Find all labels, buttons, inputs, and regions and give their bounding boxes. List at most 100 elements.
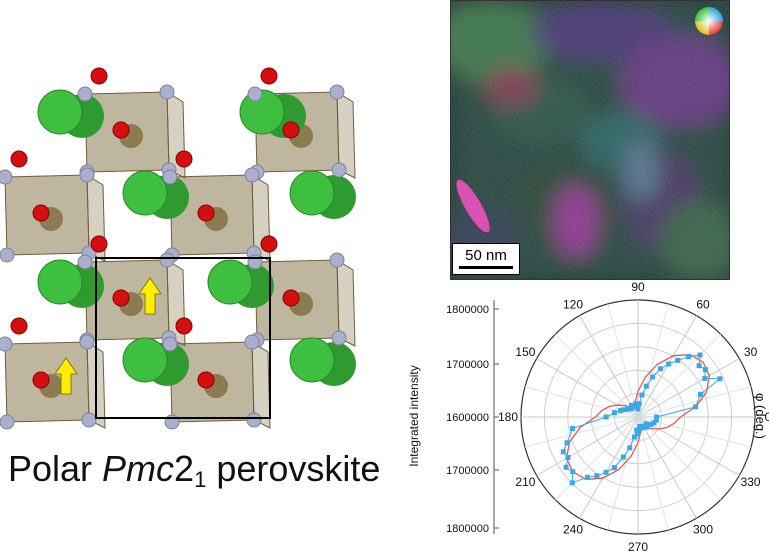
angular-tick-label: 150	[515, 345, 535, 359]
a-cation	[207, 259, 253, 305]
data-point	[635, 431, 641, 437]
scale-bar-label: 50 nm	[465, 247, 507, 264]
color-wheel-legend	[695, 7, 723, 35]
data-point	[717, 376, 723, 382]
oxygen-atom	[112, 289, 130, 307]
radial-tick-label: 1800000	[446, 304, 489, 316]
data-point	[639, 392, 645, 398]
anion-grey	[162, 169, 178, 185]
data-point	[644, 424, 649, 430]
data-point	[611, 465, 617, 471]
oxygen-atom	[260, 235, 278, 253]
anion-grey	[159, 84, 175, 100]
grid-spoke	[637, 358, 740, 418]
data-point	[584, 474, 590, 480]
oxygen-atom	[260, 67, 278, 85]
octahedra-layer	[4, 91, 356, 429]
data-point	[628, 406, 634, 412]
angular-tick-label: 240	[563, 523, 583, 537]
data-point	[651, 420, 657, 426]
data-point	[696, 363, 702, 369]
y-axis-label: Integrated intensity	[407, 365, 421, 466]
unit-cell-outline	[95, 257, 271, 419]
oxygen-atom	[90, 235, 108, 253]
anion-grey	[244, 334, 260, 350]
a-cation	[239, 89, 285, 135]
radial-tick-label: 1700000	[446, 465, 489, 477]
anion-grey	[246, 412, 262, 428]
anion-grey	[159, 252, 175, 268]
grid-spoke	[579, 416, 639, 519]
data-point	[611, 410, 617, 416]
angular-tick-label: 330	[741, 475, 761, 489]
data-point	[698, 391, 703, 397]
angular-tick-label: 270	[628, 540, 648, 554]
data-point	[569, 480, 575, 486]
data-point	[686, 354, 692, 360]
data-point	[631, 404, 637, 410]
angular-axis-label: φ (deg.)	[753, 393, 768, 439]
grid-spoke	[637, 416, 697, 519]
anion-grey	[0, 169, 13, 185]
a-cation	[122, 337, 168, 383]
data-point	[636, 426, 642, 432]
anion-grey	[0, 414, 15, 430]
data-point	[697, 352, 703, 358]
a-cation	[289, 337, 335, 383]
data-point	[702, 375, 708, 381]
oxygen-atom	[90, 67, 108, 85]
data-point	[628, 403, 634, 408]
data-point	[640, 423, 646, 429]
angular-tick-labels: 0 30 60 90 120 150 180 210 240 270 300 330	[498, 280, 769, 554]
anion-grey	[77, 254, 93, 270]
data-point	[643, 421, 649, 427]
oxygen-atom	[32, 204, 50, 222]
angular-tick-label: 0	[765, 410, 769, 424]
data-point	[675, 357, 681, 363]
oxygen-atom	[32, 371, 50, 389]
radial-tick-label: 1800000	[446, 523, 489, 535]
grid-spoke	[637, 386, 752, 418]
data-point	[632, 434, 637, 440]
oxygen-atom	[282, 121, 300, 139]
data-point	[603, 414, 609, 420]
perovskite-structure-illustration	[0, 67, 356, 430]
angular-tick-label: 210	[515, 475, 535, 489]
octahedron-face	[336, 259, 356, 347]
angular-tick-label: 180	[498, 410, 518, 424]
a-cation	[37, 259, 83, 305]
data-point	[570, 469, 576, 475]
data-point	[622, 407, 628, 413]
anion-grey	[0, 247, 15, 263]
polarization-arrow	[54, 357, 78, 395]
data-point	[560, 449, 566, 455]
anion-grey	[331, 330, 347, 346]
oxygen-atom	[10, 317, 28, 335]
anion-grey	[329, 252, 345, 268]
anion-grey	[81, 412, 97, 428]
data-point	[653, 417, 659, 423]
data-point	[633, 401, 639, 407]
anion-grey	[77, 86, 93, 102]
data-point	[654, 414, 660, 420]
grid-spoke	[579, 315, 639, 418]
grid-spoke	[637, 416, 740, 476]
anion-layer	[0, 67, 347, 430]
data-point	[658, 366, 663, 372]
scale-bar	[459, 266, 513, 269]
anion-grey	[331, 162, 347, 178]
structure-caption: Polar Pmc21 perovskite	[8, 448, 381, 492]
data-point	[620, 454, 626, 460]
data-point	[564, 440, 570, 446]
oxygen-atom	[197, 371, 215, 389]
grid-spoke	[536, 416, 639, 476]
data-point	[594, 473, 600, 479]
data-point	[565, 454, 571, 460]
radial-tick-label: 1700000	[446, 359, 489, 371]
anion-grey	[162, 336, 178, 352]
data-point	[570, 426, 575, 431]
anion-grey	[79, 167, 95, 183]
data-point	[703, 367, 708, 373]
grid-spoke	[607, 303, 639, 418]
grid-spoke	[637, 333, 722, 418]
